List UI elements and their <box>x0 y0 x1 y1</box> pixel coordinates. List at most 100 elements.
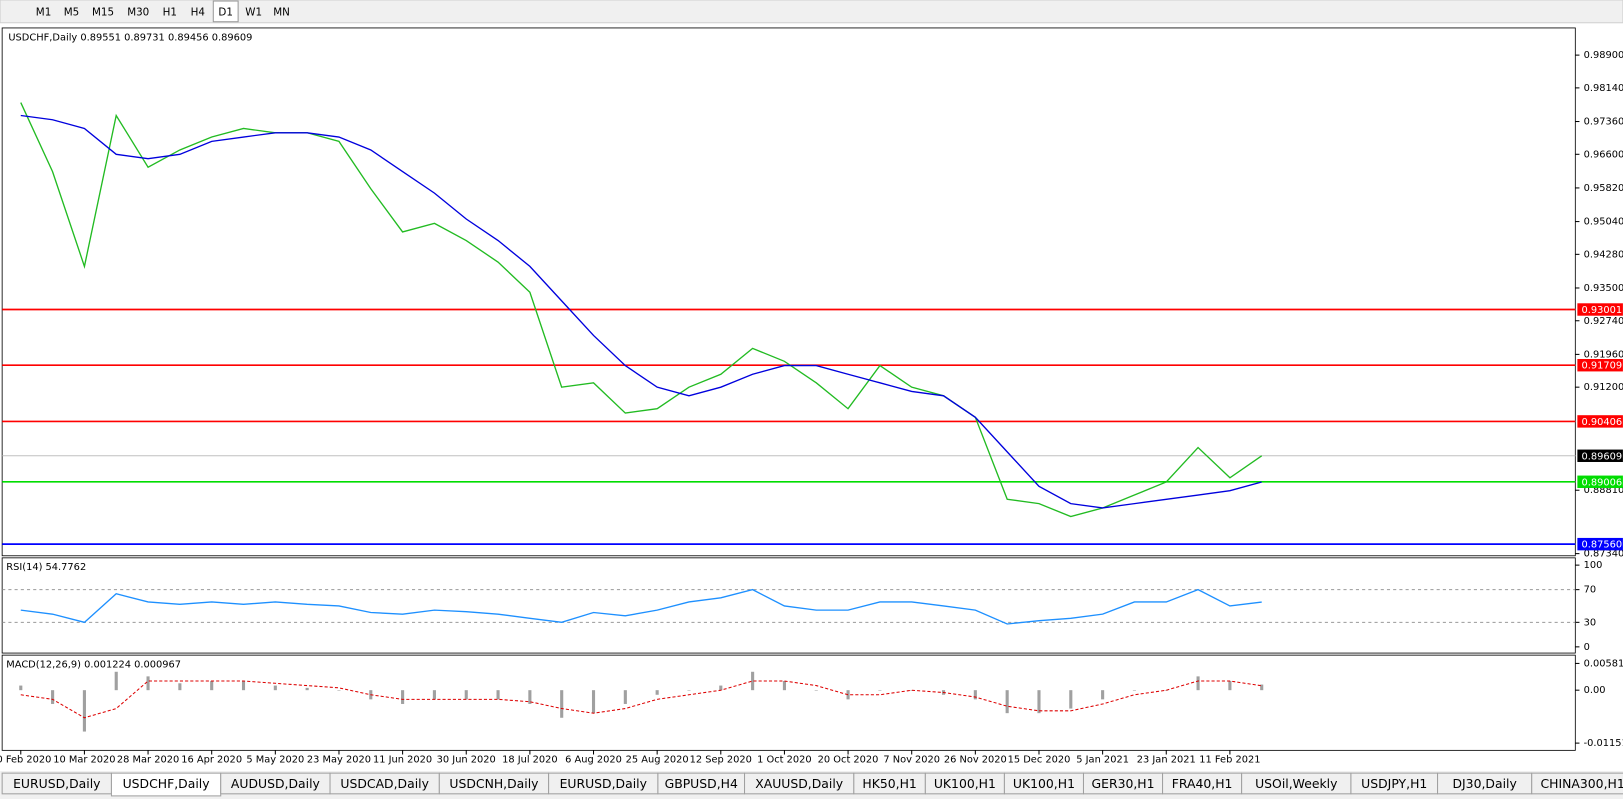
histogram-bar <box>432 690 436 700</box>
histogram-bar <box>19 685 23 691</box>
y-tick-label: 0.93500 <box>1584 283 1623 294</box>
y-tick-label: 0.91960 <box>1584 349 1623 360</box>
tab[interactable]: EURUSD,Daily <box>1 772 112 795</box>
histogram-bar <box>1196 676 1200 691</box>
x-tick-label: 5 Jan 2021 <box>1076 755 1129 766</box>
timeframe-button[interactable] <box>122 1 155 22</box>
histogram-bar <box>528 690 532 704</box>
timeframe-label: D1 <box>218 6 233 18</box>
level-label-bg <box>1577 415 1623 428</box>
tab-label[interactable]: XAUUSD,Daily <box>755 776 843 791</box>
tab-label[interactable]: UK100,H1 <box>1013 776 1075 791</box>
tab[interactable]: DJ30,Daily <box>1437 772 1533 795</box>
x-tick-label: 20 Feb 2020 <box>0 755 51 766</box>
rsi-name: RSI(14) <box>6 562 42 573</box>
histogram-bar <box>973 690 977 700</box>
tab[interactable]: GBPUSD,H4 <box>657 772 746 795</box>
symbol-header: USDCHF,Daily 0.89551 0.89731 0.89456 0.8… <box>8 32 252 43</box>
tab-label[interactable]: UK100,H1 <box>934 776 996 791</box>
tab[interactable]: XAUUSD,Daily <box>744 772 855 795</box>
series-line <box>20 680 1262 719</box>
y-tick-label: 0.92740 <box>1584 316 1623 327</box>
tab[interactable]: USDCNH,Daily <box>438 772 550 795</box>
main-pane <box>1 27 1576 557</box>
tab[interactable]: CHINA300,H1 <box>1531 772 1623 795</box>
timeframe-button[interactable] <box>31 1 56 22</box>
x-tick-label: 26 Nov 2020 <box>944 755 1007 766</box>
y-tick-label: 0.98140 <box>1584 83 1623 94</box>
tab[interactable]: FRA40,H1 <box>1162 772 1243 795</box>
tab-label[interactable]: USDCAD,Daily <box>340 776 429 791</box>
tab[interactable]: USOil,Weekly <box>1241 772 1352 795</box>
level-label-bg <box>1577 449 1623 462</box>
macd-value: 0.001224 <box>84 659 131 670</box>
tab-label[interactable]: DJ30,Daily <box>1452 776 1516 791</box>
timeframe-button[interactable] <box>212 0 239 23</box>
rsi-pane <box>1 557 1576 654</box>
tab-label[interactable]: USOil,Weekly <box>1255 776 1337 791</box>
histogram-bar <box>878 690 882 691</box>
timeframe-label: MN <box>273 6 290 18</box>
x-tick-label: 25 Aug 2020 <box>626 755 689 766</box>
level-label: 0.89609 <box>1582 451 1623 462</box>
tab-label[interactable]: EURUSD,Daily <box>560 776 647 791</box>
tab-label[interactable]: AUDUSD,Daily <box>231 776 320 791</box>
x-tick-label: 15 Dec 2020 <box>1008 755 1071 766</box>
level-label: 0.90406 <box>1582 417 1623 428</box>
x-tick-label: 6 Aug 2020 <box>565 755 622 766</box>
histogram-bar <box>591 690 596 714</box>
tab[interactable]: GER30,H1 <box>1082 772 1164 795</box>
tab[interactable]: UK100,H1 <box>1003 772 1085 795</box>
x-tick-label: 5 May 2020 <box>246 755 304 766</box>
x-tick-label: 20 Oct 2020 <box>818 755 879 766</box>
tab-label[interactable]: USDCHF,Daily <box>123 776 210 791</box>
histogram-bar <box>687 690 691 691</box>
tab[interactable]: USDCHF,Daily <box>110 772 222 797</box>
histogram-bar <box>719 685 723 691</box>
tab-label[interactable]: USDJPY,H1 <box>1361 776 1427 791</box>
timeframe-button[interactable] <box>157 1 183 22</box>
x-tick-label: 18 Jul 2020 <box>502 755 558 766</box>
y-tick-label: -0.011514 <box>1584 738 1623 749</box>
timeframe-button[interactable] <box>87 1 120 22</box>
macd-header: MACD(12,26,9) 0.001224 0.000967 <box>6 659 181 670</box>
tab-label[interactable]: HK50,H1 <box>862 776 916 791</box>
timeframe-button[interactable] <box>241 1 267 22</box>
symbol: USDCHF,Daily <box>8 32 77 43</box>
tab-label[interactable]: FRA40,H1 <box>1172 776 1233 791</box>
timeframe-button[interactable] <box>59 1 84 22</box>
tab[interactable]: UK100,H1 <box>924 772 1005 795</box>
timeframe-button[interactable] <box>185 1 211 22</box>
histogram-bar <box>751 671 755 691</box>
tab-label[interactable]: CHINA300,H1 <box>1540 776 1623 791</box>
timeframe-button[interactable] <box>269 1 295 22</box>
tab-label[interactable]: EURUSD,Daily <box>13 776 100 791</box>
histogram-bar <box>273 685 277 691</box>
level-label-bg <box>1577 537 1623 551</box>
tab[interactable]: USDCAD,Daily <box>329 772 440 795</box>
level-label-bg <box>1577 475 1623 488</box>
tab[interactable]: EURUSD,Daily <box>548 772 659 795</box>
timeframe-label: H1 <box>163 6 177 18</box>
tab-label[interactable]: USDCNH,Daily <box>449 776 538 791</box>
tab[interactable]: HK50,H1 <box>853 772 926 795</box>
histogram-bar <box>178 683 182 691</box>
tab-label[interactable]: GBPUSD,H4 <box>665 776 738 791</box>
histogram-bar <box>464 690 468 700</box>
histogram-bar <box>210 680 214 691</box>
histogram-bar <box>814 690 818 691</box>
x-tick-label: 28 Mar 2020 <box>117 755 179 766</box>
tab[interactable]: AUDUSD,Daily <box>220 772 331 795</box>
histogram-bar <box>560 690 564 718</box>
series-line <box>20 114 1262 509</box>
tab-label[interactable]: GER30,H1 <box>1092 776 1155 791</box>
x-tick-label: 7 Nov 2020 <box>883 755 940 766</box>
x-tick-label: 11 Jun 2020 <box>373 755 432 766</box>
y-tick-label: 0 <box>1584 642 1590 653</box>
histogram-bar <box>1260 684 1264 691</box>
tab[interactable]: USDJPY,H1 <box>1350 772 1439 795</box>
x-tick-label: 30 Jun 2020 <box>437 755 496 766</box>
high: 0.89731 <box>124 32 165 43</box>
